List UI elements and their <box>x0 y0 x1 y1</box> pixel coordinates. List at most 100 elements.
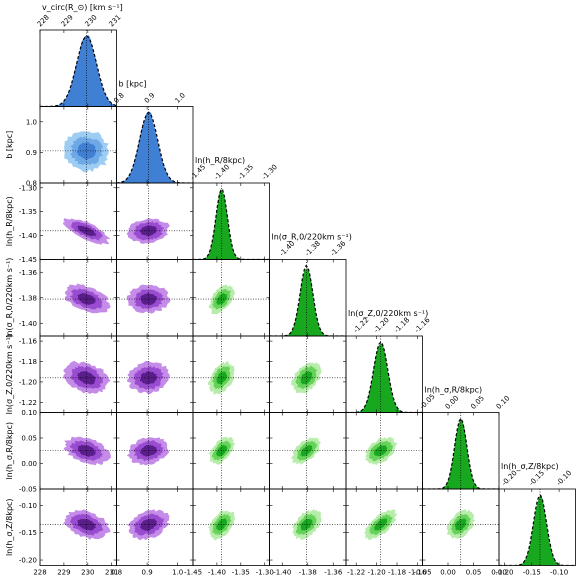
histogram-ln_sigmaR <box>269 268 346 336</box>
top-tick-label: 0.05 <box>469 394 486 411</box>
y-tick-label: 0.9 <box>26 149 37 157</box>
top-tick-label: -1.35 <box>237 163 255 181</box>
panel-ln_sigmaZ-vs-b <box>116 335 194 413</box>
top-tick-label: -1.16 <box>413 316 432 335</box>
x-tick-label: 0.10 <box>491 569 507 577</box>
y-axis-label: ln(σ_R,0/220km s⁻¹) <box>5 258 14 338</box>
contour-level-3 <box>77 370 96 385</box>
x-tick-label: -1.40 <box>208 569 226 577</box>
top-axis-label: ln(σ_Z,0/220km s⁻¹) <box>348 309 428 318</box>
panel-ln_hsR-vs-ln_hR <box>192 412 270 490</box>
top-tick-label: 230 <box>84 13 99 28</box>
histogram-b <box>116 111 193 183</box>
top-tick-label: -1.20 <box>372 316 390 334</box>
top-tick-label: -0.15 <box>528 469 546 487</box>
top-tick-label: -0.10 <box>555 469 573 487</box>
top-tick-label: -1.18 <box>393 316 411 334</box>
y-tick-label: -1.35 <box>19 208 37 216</box>
top-axis-label: ln(h_σ,R/8kpc) <box>425 386 483 395</box>
x-tick-label: -1.45 <box>184 569 202 577</box>
panel-ln_hsZ-vs-ln_hR <box>192 488 270 566</box>
panel-ln_hsZ-vs-b <box>116 488 194 566</box>
panel-ln_sigmaR-vs-b <box>116 259 194 337</box>
top-tick-label: 231 <box>107 13 122 28</box>
y-axis-label: ln(h_σ,Z/8kpc) <box>5 498 14 556</box>
top-tick-label: -1.45 <box>189 163 207 181</box>
x-tick-label: -1.40 <box>273 569 291 577</box>
top-tick-label: 0.8 <box>112 91 126 105</box>
y-tick-label: 0.00 <box>21 460 37 468</box>
y-tick-label: -1.36 <box>19 269 38 277</box>
histogram-ln_hR <box>193 188 270 260</box>
top-axis-label: v_circ(R_⊙) [km s⁻¹] <box>42 3 123 12</box>
y-tick-label: -0.15 <box>19 529 37 537</box>
panel-ln_hsZ-vs-v_circ <box>39 488 117 566</box>
x-tick-label: -1.18 <box>388 569 406 577</box>
y-tick-label: -1.40 <box>19 232 37 240</box>
panel-ln_hsR-vs-v_circ <box>39 412 117 490</box>
contour-level-3 <box>76 142 97 160</box>
top-tick-label: -1.30 <box>260 163 278 181</box>
x-tick-label: -1.36 <box>324 569 343 577</box>
y-tick-label: 0.05 <box>21 435 37 443</box>
panel-ln_hsR-vs-b <box>116 412 194 490</box>
panel-ln_sigmaZ-vs-v_circ <box>39 335 117 413</box>
y-tick-label: -1.38 <box>19 294 37 302</box>
panel-ln_sigmaR-vs-v_circ <box>39 259 117 337</box>
x-tick-label: -1.38 <box>299 569 317 577</box>
histogram-v_circ <box>40 35 117 107</box>
top-tick-label: 0.9 <box>143 91 157 105</box>
y-tick-label: 1.0 <box>26 118 37 126</box>
x-tick-label: 0.8 <box>111 569 122 577</box>
x-tick-label: 228 <box>33 569 46 577</box>
x-tick-label: 231 <box>105 569 118 577</box>
panel-frame <box>498 488 576 566</box>
gaussian-fit-ln_sigmaZ <box>346 341 423 413</box>
panel-v_circ-vs-v_circ <box>39 29 117 107</box>
top-tick-label: 0.00 <box>444 394 461 411</box>
y-tick-label: -1.20 <box>19 378 37 386</box>
y-axis-label: b [kpc] <box>5 131 14 159</box>
y-tick-label: -0.05 <box>19 486 37 494</box>
x-tick-label: 0.00 <box>440 569 456 577</box>
x-tick-label: -0.20 <box>495 569 513 577</box>
panel-b-vs-b <box>116 106 194 184</box>
top-tick-label: -0.05 <box>418 392 436 410</box>
y-tick-label: -1.40 <box>19 320 37 328</box>
top-tick-label: -1.40 <box>213 163 231 181</box>
top-tick-label: -1.22 <box>352 316 370 334</box>
y-tick-label: -1.22 <box>19 399 37 407</box>
x-tick-label: -0.10 <box>550 569 568 577</box>
x-tick-label: -0.15 <box>523 569 541 577</box>
y-tick-label: -0.20 <box>19 557 37 565</box>
contour-level-3 <box>216 292 227 305</box>
panel-ln_hsR-vs-ln_sigmaZ <box>345 412 423 490</box>
top-tick-label: 1.0 <box>173 91 187 105</box>
x-tick-label: -1.16 <box>408 569 427 577</box>
top-axis-label: b [kpc] <box>119 80 147 89</box>
contour-level-3 <box>77 292 97 305</box>
x-tick-label: -1.30 <box>256 569 274 577</box>
panel-ln_hR-vs-ln_hR <box>192 182 270 260</box>
y-tick-label: 0.8 <box>26 180 37 188</box>
top-tick-label: -1.40 <box>278 239 296 257</box>
contour-level-3 <box>216 371 228 385</box>
panel-ln_hR-vs-b <box>116 182 194 260</box>
y-axis-label: ln(h_R/8kpc) <box>5 196 14 246</box>
histogram-ln_hsZ <box>499 495 576 566</box>
x-tick-label: -1.22 <box>347 569 365 577</box>
panel-ln_sigmaZ-vs-ln_sigmaZ <box>345 335 423 413</box>
contour-level-3 <box>140 292 158 306</box>
x-tick-label: -1.35 <box>232 569 250 577</box>
x-tick-label: -1.20 <box>368 569 386 577</box>
top-axis-label: ln(h_R/8kpc) <box>195 156 245 165</box>
panel-ln_hsR-vs-ln_hsR <box>422 412 500 490</box>
contour-level-3 <box>139 371 158 385</box>
histogram-ln_hsR <box>422 418 499 489</box>
panel-ln_hsZ-vs-ln_hsR <box>422 488 500 566</box>
panel-ln_sigmaR-vs-ln_sigmaR <box>269 259 347 337</box>
panel-ln_sigmaR-vs-ln_hR <box>192 259 270 337</box>
y-axis-label: ln(σ_Z,0/220km s⁻¹) <box>5 334 14 414</box>
x-tick-label: 1.0 <box>172 569 183 577</box>
